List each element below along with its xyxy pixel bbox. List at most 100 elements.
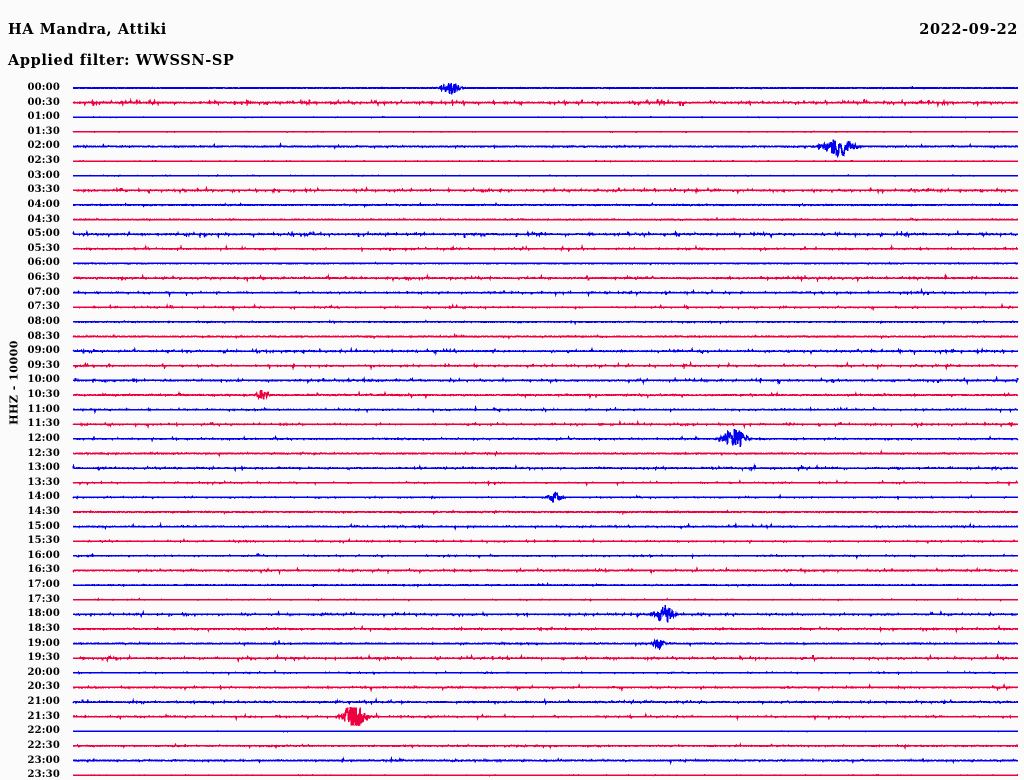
trace-line	[72, 491, 1019, 503]
time-label: 15:30	[27, 535, 60, 547]
time-label: 01:00	[27, 111, 60, 123]
time-label: 09:30	[27, 359, 60, 371]
trace-line	[72, 697, 1019, 706]
trace-line	[72, 229, 1019, 240]
trace-line	[72, 773, 1019, 777]
time-label: 02:00	[27, 140, 60, 152]
time-label: 11:30	[27, 418, 60, 430]
time-label: 03:00	[27, 169, 60, 181]
trace-line	[72, 159, 1019, 163]
trace-line	[72, 652, 1019, 663]
trace-line	[72, 419, 1019, 430]
time-label: 11:00	[27, 403, 60, 415]
time-label: 07:30	[27, 301, 60, 313]
trace-line	[72, 319, 1019, 326]
applied-filter-label: Applied filter: WWSSN-SP	[8, 52, 235, 69]
time-label: 16:00	[27, 549, 60, 561]
time-label: 08:30	[27, 330, 60, 342]
trace-line	[72, 332, 1019, 340]
trace-line	[72, 389, 1019, 401]
time-label: 02:30	[27, 155, 60, 167]
trace-line	[72, 243, 1019, 253]
time-label: 05:30	[27, 242, 60, 254]
time-label: 12:00	[27, 432, 60, 444]
trace-line	[72, 682, 1019, 693]
time-label: 10:30	[27, 389, 60, 401]
time-label: 14:30	[27, 505, 60, 517]
trace-line	[72, 82, 1019, 95]
time-label: 00:30	[27, 96, 60, 108]
time-label: 19:30	[27, 652, 60, 664]
trace-line	[72, 730, 1019, 733]
time-label: 04:30	[27, 213, 60, 225]
trace-line	[72, 509, 1019, 516]
trace-line	[72, 479, 1019, 487]
trace-line	[72, 115, 1019, 119]
trace-line	[72, 261, 1019, 266]
trace-line	[72, 201, 1019, 208]
time-label: 09:00	[27, 345, 60, 357]
time-label: 07:00	[27, 286, 60, 298]
time-label: 00:00	[27, 82, 60, 93]
page-title: HA Mandra, Attiki	[8, 21, 167, 38]
trace-line	[72, 287, 1019, 298]
trace-line	[72, 669, 1019, 676]
trace-line	[72, 624, 1019, 634]
trace-line	[72, 139, 1019, 159]
trace-line	[72, 537, 1019, 545]
trace-line	[72, 552, 1019, 560]
time-label: 06:30	[27, 272, 60, 284]
time-label: 22:30	[27, 739, 60, 751]
time-label: 17:00	[27, 579, 60, 591]
trace-line	[72, 638, 1019, 651]
time-label: 12:30	[27, 447, 60, 459]
time-label: 15:00	[27, 520, 60, 532]
time-label: 23:30	[27, 769, 60, 780]
time-label: 13:30	[27, 476, 60, 488]
trace-line	[72, 597, 1019, 603]
trace-line	[73, 173, 1019, 178]
trace-line	[72, 273, 1019, 283]
time-label: 23:00	[27, 754, 60, 766]
time-label: 19:00	[27, 637, 60, 649]
time-label: 14:00	[27, 491, 60, 503]
trace-line	[72, 463, 1018, 473]
trace-line	[72, 360, 1019, 371]
time-label: 17:30	[27, 593, 60, 605]
time-label: 06:00	[27, 257, 60, 269]
trace-line	[72, 449, 1019, 458]
time-label: 18:30	[27, 622, 60, 634]
time-label: 20:00	[27, 666, 60, 678]
trace-line	[72, 742, 1019, 751]
time-label: 05:00	[27, 228, 60, 240]
trace-line	[72, 130, 1019, 134]
trace-line	[72, 216, 1019, 222]
trace-line	[72, 97, 1019, 108]
time-label: 20:30	[27, 681, 60, 693]
time-label: 13:00	[27, 462, 60, 474]
trace-line	[72, 522, 1019, 531]
trace-line	[72, 302, 1019, 312]
trace-line	[72, 404, 1018, 415]
trace-line	[72, 706, 1019, 726]
time-label: 08:00	[27, 315, 60, 327]
time-label: 22:00	[27, 725, 60, 737]
time-label: 18:00	[27, 608, 60, 620]
trace-line	[72, 375, 1019, 386]
time-label: 04:00	[27, 198, 60, 210]
time-label: 10:00	[27, 374, 60, 386]
time-label: 16:30	[27, 564, 60, 576]
trace-line	[72, 185, 1019, 195]
time-label: 21:30	[27, 710, 60, 722]
trace-line	[72, 755, 1019, 766]
trace-line	[72, 605, 1018, 623]
time-label: 01:30	[27, 125, 60, 137]
trace-line	[72, 566, 1019, 576]
trace-line	[72, 429, 1019, 447]
trace-line	[72, 346, 1019, 356]
record-date: 2022-09-22	[919, 21, 1018, 38]
time-label: 21:00	[27, 696, 60, 708]
time-label: 03:30	[27, 184, 60, 196]
